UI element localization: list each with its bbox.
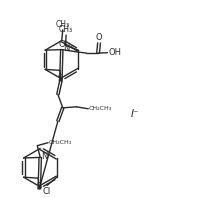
Text: Cl: Cl <box>42 187 51 196</box>
Text: CH₃: CH₃ <box>59 26 73 34</box>
Text: N: N <box>41 152 48 161</box>
Text: O: O <box>58 40 65 49</box>
Text: N⁺: N⁺ <box>63 44 74 53</box>
Text: CH₂CH₃: CH₂CH₃ <box>49 140 72 145</box>
Text: S: S <box>58 74 63 83</box>
Text: I⁻: I⁻ <box>131 109 140 119</box>
Text: CH₂CH₃: CH₂CH₃ <box>89 106 112 111</box>
Text: S: S <box>36 182 41 191</box>
Text: CH₃: CH₃ <box>56 20 70 29</box>
Text: O: O <box>96 33 103 42</box>
Text: OH: OH <box>108 48 121 57</box>
